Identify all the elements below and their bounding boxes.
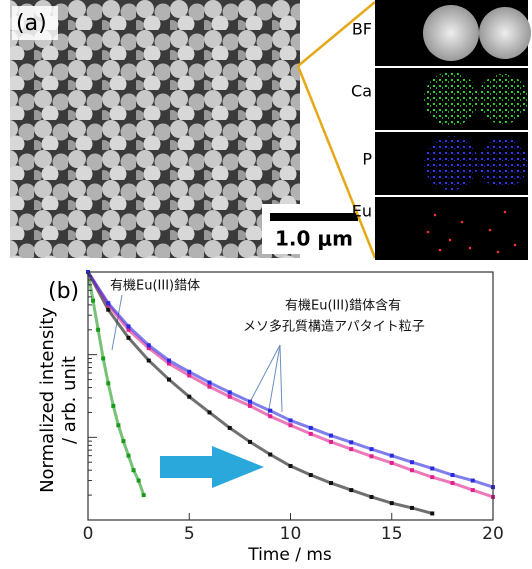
x-tick-label: 15 xyxy=(381,524,403,544)
data-point xyxy=(268,452,272,456)
scale-bar-label: 1.0 μm xyxy=(275,227,353,251)
data-point xyxy=(471,479,475,483)
sem-image: 1.0 μm (a) xyxy=(10,0,366,258)
data-point xyxy=(96,328,100,332)
data-point xyxy=(309,432,313,436)
x-tick-label: 10 xyxy=(280,524,302,544)
data-point xyxy=(349,447,353,451)
x-axis-title: Time / ms xyxy=(247,545,332,565)
data-point xyxy=(228,390,232,394)
data-point xyxy=(410,468,414,472)
data-point xyxy=(208,381,212,385)
data-point xyxy=(451,481,455,485)
data-point xyxy=(228,426,232,430)
data-point xyxy=(167,359,171,363)
data-point xyxy=(208,385,212,389)
data-point xyxy=(137,479,141,483)
data-point xyxy=(127,454,131,458)
x-tick-label: 0 xyxy=(83,524,94,544)
data-point xyxy=(248,440,252,444)
data-point xyxy=(349,488,353,492)
data-point xyxy=(390,461,394,465)
annotation: 有機Eu(III)錯体含有 xyxy=(285,298,401,314)
data-point xyxy=(309,426,313,430)
data-point xyxy=(471,488,475,492)
data-point xyxy=(142,493,146,497)
y-axis-title: Normalized intensity xyxy=(37,307,58,493)
map-label: Eu xyxy=(352,202,372,221)
data-point xyxy=(111,404,115,408)
data-point xyxy=(132,468,136,472)
data-point xyxy=(329,481,333,485)
series-line xyxy=(88,272,144,495)
data-point xyxy=(127,336,131,340)
data-point xyxy=(101,356,105,360)
data-point xyxy=(147,343,151,347)
data-point xyxy=(329,440,333,444)
data-point xyxy=(121,439,125,443)
data-point xyxy=(268,409,272,413)
map-label: Ca xyxy=(351,82,372,101)
data-point xyxy=(390,501,394,505)
data-point xyxy=(106,301,110,305)
data-point xyxy=(370,447,374,451)
data-point xyxy=(451,473,455,477)
data-point xyxy=(208,410,212,414)
map-label: P xyxy=(362,150,372,169)
data-point xyxy=(116,423,120,427)
panel-label: (a) xyxy=(16,11,47,36)
leader-lines xyxy=(112,295,282,415)
data-point xyxy=(248,400,252,404)
data-point xyxy=(147,359,151,363)
data-point xyxy=(91,299,95,303)
data-point xyxy=(289,423,293,427)
panel-label: (b) xyxy=(48,279,79,304)
annotation: 有機Eu(III)錯体 xyxy=(110,279,200,294)
x-tick-label: 20 xyxy=(482,524,504,544)
data-point xyxy=(289,418,293,422)
figure: 1.0 μm (a) BF Ca P Eu (b) Time / ms Norm… xyxy=(0,0,532,569)
arrow xyxy=(160,446,264,488)
y-axis-title: / arb. unit xyxy=(59,356,80,444)
data-point xyxy=(349,440,353,444)
data-point xyxy=(430,466,434,470)
data-point xyxy=(329,434,333,438)
data-point xyxy=(410,460,414,464)
data-point xyxy=(106,381,110,385)
data-point xyxy=(370,454,374,458)
data-point xyxy=(228,395,232,399)
data-point xyxy=(289,464,293,468)
data-point xyxy=(430,511,434,515)
data-point xyxy=(268,414,272,418)
data-point xyxy=(390,454,394,458)
annotation: メソ多孔質構造アパタイト粒子 xyxy=(243,319,425,335)
data-point xyxy=(167,378,171,382)
data-point xyxy=(187,395,191,399)
data-point xyxy=(248,404,252,408)
data-point xyxy=(309,473,313,477)
eds-maps: BF Ca P Eu xyxy=(351,0,531,260)
data-point xyxy=(127,324,131,328)
x-tick-label: 5 xyxy=(184,524,195,544)
data-point xyxy=(187,370,191,374)
map-label: BF xyxy=(352,20,372,39)
data-point xyxy=(430,475,434,479)
data-point xyxy=(410,506,414,510)
data-point xyxy=(370,495,374,499)
